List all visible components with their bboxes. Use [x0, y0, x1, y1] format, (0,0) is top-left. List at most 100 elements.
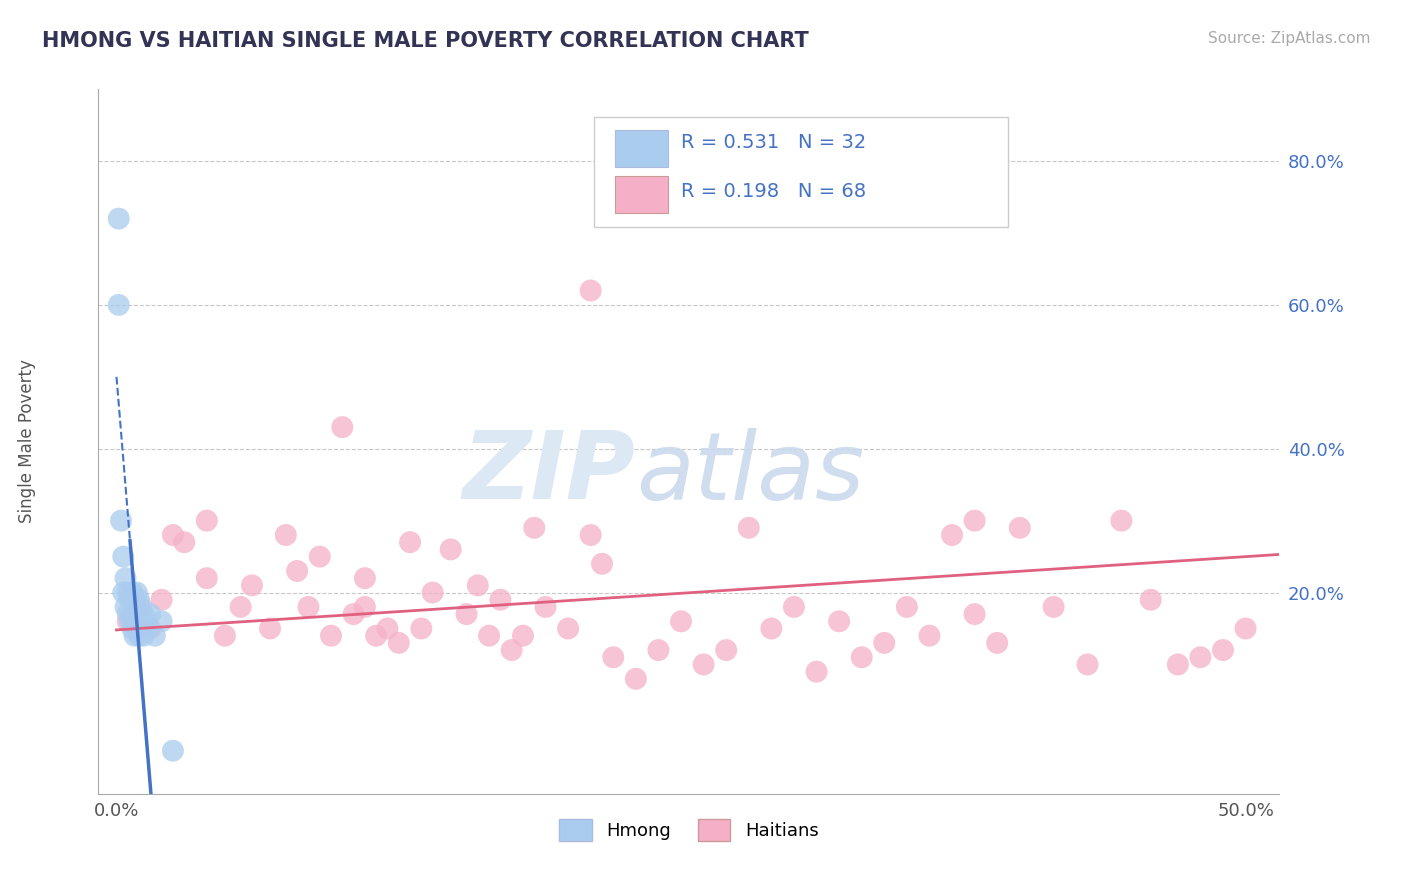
Point [128, 607, 150, 621]
Point [128, 592, 150, 607]
Text: atlas: atlas [636, 428, 865, 519]
Point [162, 528, 184, 542]
Point [1008, 521, 1031, 535]
Point [112, 585, 135, 599]
Point [669, 615, 692, 629]
Point [107, 298, 129, 312]
Point [761, 622, 783, 636]
FancyBboxPatch shape [614, 176, 668, 212]
Point [135, 615, 157, 629]
Point [579, 528, 602, 542]
Point [195, 514, 218, 528]
Point [150, 615, 173, 629]
Point [162, 744, 184, 758]
Point [783, 599, 806, 614]
FancyBboxPatch shape [614, 130, 668, 167]
Point [195, 571, 218, 585]
Point [124, 607, 146, 621]
Point [918, 629, 941, 643]
Point [121, 622, 143, 636]
Point [579, 284, 602, 298]
Point [297, 599, 319, 614]
Point [456, 607, 478, 621]
Point [602, 650, 624, 665]
Point [896, 599, 918, 614]
Text: HMONG VS HAITIAN SINGLE MALE POVERTY CORRELATION CHART: HMONG VS HAITIAN SINGLE MALE POVERTY COR… [42, 31, 808, 51]
Point [534, 599, 557, 614]
Point [1167, 657, 1189, 672]
Point [1042, 599, 1064, 614]
Point [692, 657, 714, 672]
Point [523, 521, 546, 535]
Point [259, 622, 281, 636]
Point [873, 636, 896, 650]
Point [354, 599, 377, 614]
Point [117, 607, 139, 621]
Point [354, 571, 377, 585]
Point [125, 585, 148, 599]
Point [489, 592, 512, 607]
Point [274, 528, 297, 542]
Point [114, 599, 136, 614]
Point [319, 629, 342, 643]
Point [107, 211, 129, 226]
Text: R = 0.531   N = 32: R = 0.531 N = 32 [681, 133, 866, 152]
Point [467, 578, 489, 592]
Point [125, 615, 148, 629]
Point [139, 607, 162, 621]
Point [128, 599, 150, 614]
Point [557, 622, 579, 636]
Point [591, 557, 613, 571]
Point [124, 592, 146, 607]
Point [124, 629, 146, 643]
Point [330, 420, 353, 434]
Point [411, 622, 433, 636]
Point [1234, 622, 1257, 636]
Point [377, 622, 399, 636]
Point [150, 592, 173, 607]
Point [986, 636, 1008, 650]
Point [131, 599, 153, 614]
Point [478, 629, 501, 643]
FancyBboxPatch shape [595, 118, 1008, 227]
Point [285, 564, 308, 578]
Point [118, 592, 141, 607]
Point [214, 629, 236, 643]
Point [308, 549, 330, 564]
Point [117, 615, 139, 629]
Legend: Hmong, Haitians: Hmong, Haitians [553, 812, 825, 848]
Point [963, 514, 986, 528]
Point [136, 622, 159, 636]
Point [240, 578, 263, 592]
Point [143, 629, 166, 643]
Point [121, 607, 143, 621]
Point [132, 629, 155, 643]
Point [422, 585, 444, 599]
Point [118, 615, 141, 629]
Point [388, 636, 411, 650]
Point [121, 585, 143, 599]
Point [941, 528, 963, 542]
Point [173, 535, 195, 549]
Point [1076, 657, 1098, 672]
Point [1189, 650, 1212, 665]
Point [114, 571, 136, 585]
Point [806, 665, 828, 679]
Point [131, 622, 153, 636]
Point [1212, 643, 1234, 657]
Point [1111, 514, 1133, 528]
Point [647, 643, 669, 657]
Point [342, 607, 364, 621]
Y-axis label: Single Male Poverty: Single Male Poverty [18, 359, 37, 524]
Point [366, 629, 388, 643]
Point [828, 615, 851, 629]
Point [440, 542, 463, 557]
Text: R = 0.198   N = 68: R = 0.198 N = 68 [681, 182, 866, 201]
Point [128, 629, 150, 643]
Point [1139, 592, 1161, 607]
Point [716, 643, 738, 657]
Point [501, 643, 523, 657]
Point [963, 607, 986, 621]
Point [624, 672, 647, 686]
Text: ZIP: ZIP [463, 427, 636, 519]
